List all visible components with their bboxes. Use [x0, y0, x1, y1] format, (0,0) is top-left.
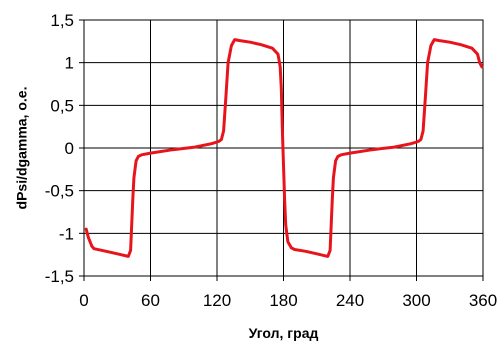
- x-axis-ticks: 0 60 120 180 240 300 360: [79, 276, 497, 310]
- y-axis-title: dPsi/dgamma, о.е.: [14, 87, 30, 210]
- x-tick-label: 0: [79, 291, 88, 310]
- series-layer: [84, 38, 484, 258]
- x-tick-label: 120: [203, 291, 231, 310]
- y-tick-label: 1: [65, 54, 74, 73]
- x-tick-label: 360: [469, 291, 497, 310]
- y-axis-ticks: 1,5 1 0,5 0 -0,5 -1 -1,5: [45, 11, 84, 286]
- y-tick-label: 1,5: [50, 11, 74, 30]
- x-tick-label: 180: [269, 291, 297, 310]
- y-tick-label: -1,5: [45, 267, 74, 286]
- x-tick-label: 240: [336, 291, 364, 310]
- x-axis-title: Угол, град: [249, 325, 319, 341]
- series-line: [84, 38, 484, 258]
- y-tick-label: 0,5: [50, 96, 74, 115]
- y-tick-label: -0,5: [45, 182, 74, 201]
- y-tick-label: 0: [65, 139, 74, 158]
- x-tick-label: 60: [141, 291, 160, 310]
- y-tick-label: -1: [59, 224, 74, 243]
- x-tick-label: 300: [402, 291, 430, 310]
